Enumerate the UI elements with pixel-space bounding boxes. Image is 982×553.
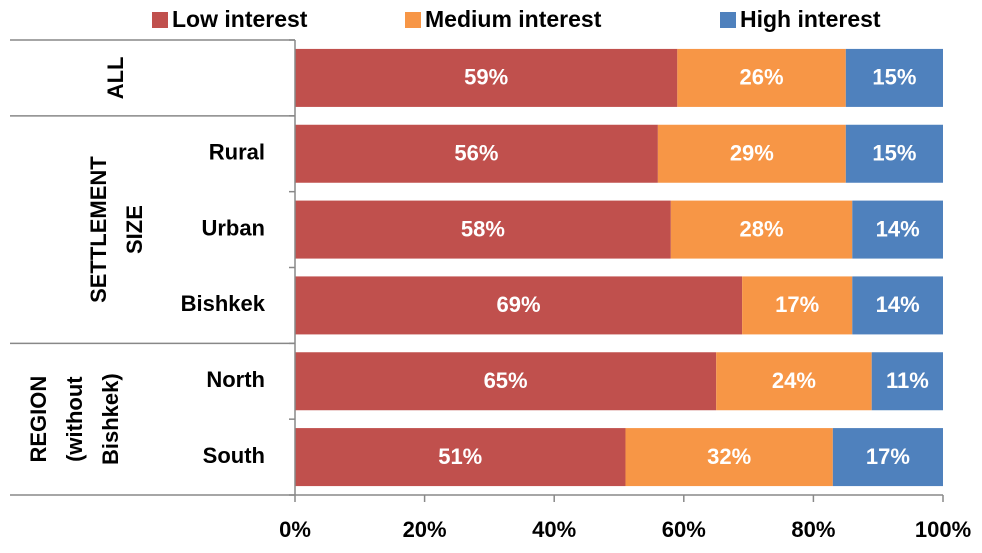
category-label: South: [203, 443, 265, 468]
data-label: 17%: [775, 292, 819, 317]
bar-segment: [295, 124, 658, 183]
category-label: North: [206, 367, 265, 392]
group-label: (without: [62, 376, 87, 462]
x-tick-label: 40%: [532, 517, 576, 542]
category-label: Bishkek: [181, 291, 266, 316]
category-label: Rural: [209, 140, 265, 165]
data-label: 29%: [730, 141, 774, 166]
data-label: 11%: [886, 368, 929, 393]
legend-swatch: [720, 12, 736, 28]
bar-segment: [742, 276, 853, 335]
bar-segment: [852, 276, 943, 335]
bar-segment: [295, 200, 671, 259]
bar-segment: [295, 352, 717, 411]
bar-segment: [677, 48, 846, 107]
data-label: 24%: [772, 368, 816, 393]
bar-segment: [670, 200, 853, 259]
category-label: Urban: [201, 215, 265, 240]
data-label: 58%: [461, 216, 505, 241]
bar-segment: [295, 48, 678, 107]
data-label: 65%: [484, 368, 528, 393]
bar-segment: [716, 352, 872, 411]
bar-segment: [295, 276, 743, 335]
data-label: 32%: [707, 444, 751, 469]
x-tick-label: 60%: [662, 517, 706, 542]
x-tick-label: 0%: [279, 517, 311, 542]
bar-segment: [832, 428, 943, 487]
group-label: SIZE: [122, 205, 147, 254]
x-tick-label: 20%: [403, 517, 447, 542]
bar-segment: [845, 48, 943, 107]
legend-label: Low interest: [172, 6, 308, 32]
bar-segment: [295, 428, 626, 487]
legend-swatch: [405, 12, 421, 28]
data-label: 17%: [866, 444, 910, 469]
group-label: Bishkek): [98, 373, 123, 465]
bar-segment: [852, 200, 943, 259]
bar-segment: [625, 428, 833, 487]
legend-label: High interest: [740, 6, 881, 32]
data-label: 26%: [740, 65, 784, 90]
legend-swatch: [152, 12, 168, 28]
data-label: 28%: [740, 216, 784, 241]
data-label: 15%: [872, 141, 916, 166]
bar-segment: [871, 352, 943, 411]
bar-segment: [657, 124, 846, 183]
group-label: REGION: [26, 376, 51, 463]
data-label: 69%: [497, 292, 541, 317]
group-label: ALL: [103, 57, 128, 100]
data-label: 14%: [876, 292, 920, 317]
legend-label: Medium interest: [425, 6, 602, 32]
data-label: 51%: [438, 444, 482, 469]
group-label: SETTLEMENT: [86, 156, 111, 303]
data-label: 56%: [454, 141, 498, 166]
data-label: 59%: [464, 65, 508, 90]
data-label: 15%: [872, 65, 916, 90]
x-tick-label: 80%: [791, 517, 835, 542]
data-label: 14%: [876, 216, 920, 241]
x-tick-label: 100%: [915, 517, 971, 542]
bar-segment: [845, 124, 943, 183]
